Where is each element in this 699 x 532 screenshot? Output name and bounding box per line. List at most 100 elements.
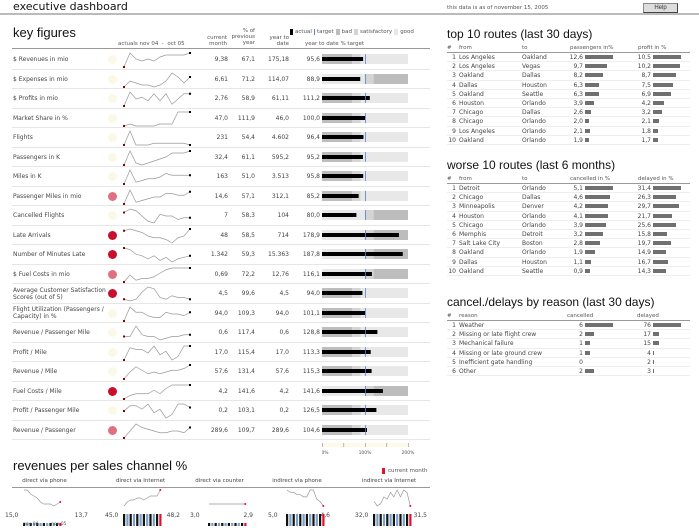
value-bar: [653, 186, 681, 190]
sales-channel: indirect via phone 5,0 4,6: [264, 478, 330, 528]
key-figure-row: Fuel Costs / Mile 4,2 141,6 4,2 141,6: [12, 382, 430, 401]
bullet-chart: [322, 229, 408, 240]
bullet-chart: [322, 366, 408, 376]
sparkline-end-point: [189, 149, 191, 152]
table-row[interactable]: 5 Oakland Seattle 6,3 6,9: [447, 90, 690, 99]
pct-value: 128,8: [302, 329, 320, 336]
cell-to: Dallas: [522, 72, 541, 80]
status-indicator-none: [108, 133, 117, 142]
bullet-actual-bar: [322, 388, 383, 393]
status-indicator-none: [108, 172, 117, 181]
sparkline: [123, 130, 191, 146]
key-figure-row: Number of Minutes Late 1.342 59,3 15.363 187…: [12, 245, 430, 265]
table-row[interactable]: 7 Salt Lake City Boston 2,8 19,7: [447, 239, 690, 249]
table-row[interactable]: 10 Oakland Seattle 0,9 14,3: [447, 267, 690, 276]
ytd-value: 46,0: [275, 114, 289, 122]
table-row[interactable]: 9 Dallas Houston 1,1 16,7: [447, 258, 690, 267]
help-button[interactable]: Help: [643, 3, 678, 13]
bullet-band: [373, 210, 408, 220]
sparkline: [123, 325, 191, 341]
value-bar: [653, 119, 659, 124]
sparkline-path: [123, 228, 191, 243]
column-header: from: [459, 176, 472, 182]
bullet-chart: [322, 112, 408, 123]
ytd-value: 17,0: [275, 348, 289, 356]
table-row[interactable]: 2 Missing or late flight crew 2 17: [447, 330, 690, 340]
table-row[interactable]: 2 Los Angeles Vegas 9,7 10,2: [447, 62, 690, 72]
channel-bar: [42, 523, 45, 526]
cell-index: 3: [452, 340, 456, 348]
key-figure-row: Flight Utilization (Passengers / Capacit…: [12, 304, 430, 323]
cell-to: Oakland: [522, 54, 547, 61]
table-row[interactable]: 10 Oakland Orlando 1,9 1,7: [447, 136, 690, 145]
table-row[interactable]: 5 Inefficient gate handling 0 2: [447, 358, 690, 367]
pct-value: 96,4: [306, 134, 320, 141]
sparkline-end-point: [189, 227, 191, 230]
table-row[interactable]: 6 Houston Orlando 3,9 4,2: [447, 99, 690, 109]
value-bar: [653, 241, 671, 246]
pct-value: 101,1: [302, 309, 320, 317]
table-row[interactable]: 4 Missing or late ground crew 1 4: [447, 349, 690, 358]
table-row[interactable]: 5 Chicago Orlando 3,9 25,6: [447, 221, 690, 230]
cell-delayed-in: 29,7: [637, 203, 651, 211]
table-row[interactable]: 3 Oakland Dallas 8,2 8,7: [447, 71, 690, 81]
table-row[interactable]: 7 Chicago Dallas 2,6 3,2: [447, 108, 690, 118]
table-row[interactable]: 3 Mechanical failure 1 15: [447, 339, 690, 349]
bullet-target-marker: [365, 190, 366, 201]
cell-delayed: 3: [647, 367, 651, 375]
table-row[interactable]: 4 Dallas Houston 6,3 7,5: [447, 81, 690, 90]
channel-label: indirect via phone: [272, 478, 322, 484]
cell-profit-in: 3,2: [641, 109, 651, 117]
value-bar: [585, 204, 609, 209]
key-figure-label: Passengers in K: [13, 153, 61, 161]
pct-value: 95,6: [306, 56, 320, 63]
bullet-band: [365, 210, 374, 220]
table-row[interactable]: 9 Los Angeles Orlando 2,1 1,8: [447, 127, 690, 136]
sparkline-path: [123, 169, 190, 185]
cell-to: Dallas: [522, 109, 541, 117]
table-row[interactable]: 8 Chicago Orlando 2,0 2,1: [447, 117, 690, 127]
table-row[interactable]: 2 Chicago Dallas 4,6 26,3: [447, 193, 690, 203]
channel-bar: [309, 514, 312, 526]
sparkline-path: [123, 423, 191, 438]
channel-bar: [23, 523, 26, 526]
cell-profit-in: 1,7: [641, 136, 651, 144]
key-figure-row: Flights 231 54,4 4.602 96,4: [12, 128, 430, 148]
bullet-band: [360, 112, 408, 123]
cell-index: 2: [452, 194, 456, 202]
sparkline-start-point: [123, 144, 125, 146]
value-bar: [585, 241, 601, 246]
table-row[interactable]: 8 Oakland Orlando 1,9 14,9: [447, 248, 690, 258]
channel-last-value: 2,9: [243, 512, 253, 519]
table-row[interactable]: 1 Detroit Orlando 5,1 31,4: [447, 184, 690, 194]
key-figure-label: Profit / Passenger Mile: [13, 407, 80, 414]
value-bar: [653, 231, 668, 236]
cell-index: 2: [452, 63, 456, 71]
sparkline: [123, 227, 191, 243]
cell-index: 3: [452, 72, 456, 80]
cell-index: 6: [452, 230, 456, 238]
bullet-actual-bar: [322, 76, 361, 81]
value-bar: [585, 100, 594, 105]
current-value: 289,6: [210, 426, 228, 434]
current-value: 32,4: [214, 153, 228, 161]
sparkline: [123, 286, 191, 302]
current-value: 9,38: [214, 56, 228, 63]
channel-bar: [241, 523, 244, 526]
bullet-chart: [322, 190, 408, 201]
table-row[interactable]: 3 Minneapolis Denver 4,2 29,7: [447, 202, 690, 212]
value-bar: [585, 119, 590, 124]
table-row[interactable]: 1 Los Angeles Oakland 12,6 10,5: [447, 53, 690, 63]
cell-index: 8: [452, 249, 456, 257]
value-bar: [585, 110, 591, 115]
channel-bar: [299, 514, 302, 526]
table-row[interactable]: 6 Memphis Detroit 3,2 15,8: [447, 230, 690, 240]
bullet-chart: [322, 54, 408, 64]
cell-cancelled-in: 5,1: [573, 185, 583, 192]
table-row[interactable]: 4 Houston Orlando 4,1 21,7: [447, 212, 690, 221]
table-row[interactable]: 1 Weather 6 76: [447, 321, 690, 331]
key-figure-row: Revenue / Mile 57,6 131,4 57,6 115,3: [12, 362, 430, 382]
channel-bar: [227, 523, 230, 526]
channel-bar: [136, 514, 139, 526]
table-row[interactable]: 6 Other 2 3: [447, 367, 690, 377]
